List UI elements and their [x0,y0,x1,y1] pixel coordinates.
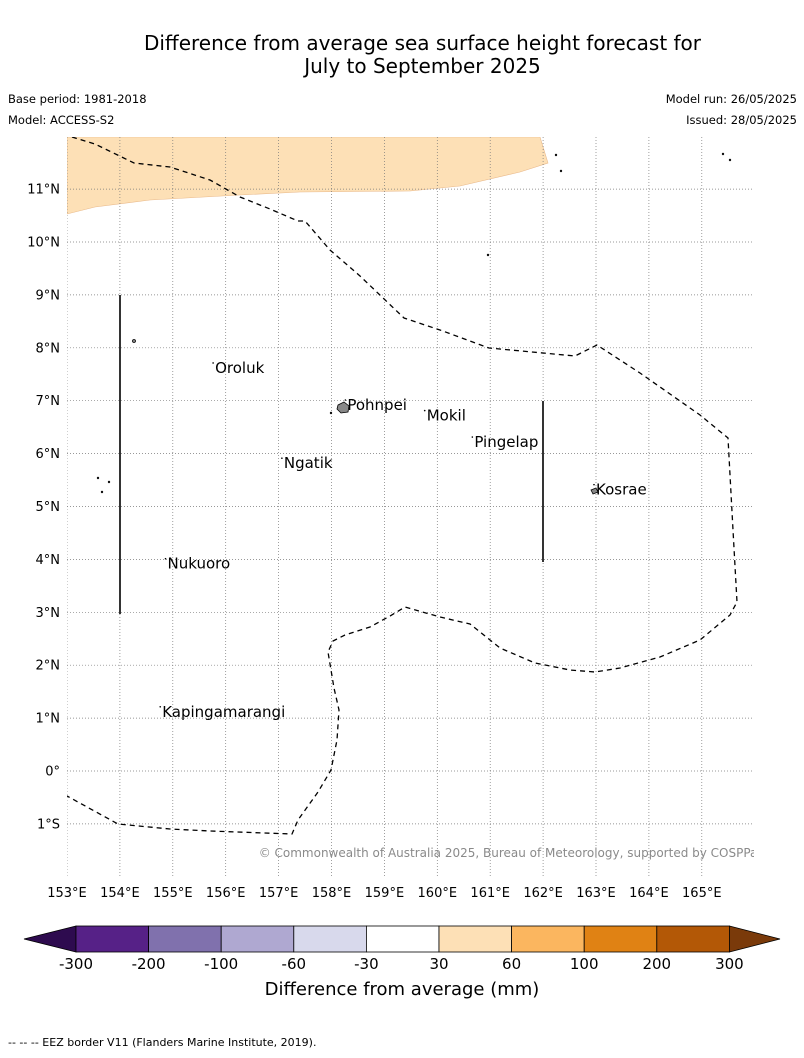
place-marker [344,399,347,401]
latitude-tick-label: 2°N [36,659,61,674]
longitude-tick-label: 158°E [312,886,352,901]
longitude-tick-label: 160°E [418,886,458,901]
colorbar-tick-label: -300 [59,955,93,973]
longitude-tick-label: 164°E [629,886,669,901]
map-title: Difference from average sea surface heig… [0,32,804,78]
colorbar-tick-label: 30 [429,955,448,973]
longitude-tick-label: 153°E [47,886,87,901]
island-marker [554,153,558,157]
island-marker [559,169,563,173]
latitude-tick-label: 7°N [36,394,61,409]
model-label: Model: ACCESS-S2 [8,113,115,127]
colorbar-segment [75,925,149,953]
islands [96,152,732,495]
colorbar-tick-label: 300 [715,955,744,973]
colorbar-segment [148,925,222,953]
latitude-tick-label: 5°N [36,500,61,515]
longitude-labels: 153°E 154°E 155°E 156°E 157°E 158°E 159°E 160°E… [47,886,721,901]
title-line-1: Difference from average sea surface heig… [143,31,702,55]
place-label-pohnpei: Pohnpei [347,396,407,414]
colorbar-segment [220,925,295,953]
place-marker [593,483,595,486]
place-label-kosrae: Kosrae [596,481,647,499]
longitude-tick-label: 165°E [682,886,722,901]
footer-note: -- -- -- EEZ border V11 (Flanders Marine… [8,1036,317,1049]
latitude-tick-label: 6°N [36,447,61,462]
longitude-tick-label: 157°E [259,886,299,901]
place-label-mokil: Mokil [427,407,466,425]
latitude-tick-label: 10°N [27,236,60,251]
colorbar-segment [511,925,585,953]
island-marker [132,339,136,343]
place-marker [164,557,167,560]
place-label-nukuoro: Nukuoro [168,555,231,573]
latitude-tick-label: 0° [45,765,60,780]
latitude-tick-label: 4°N [36,553,61,568]
longitude-tick-label: 156°E [206,886,246,901]
colorbar-label: Difference from average (mm) [265,979,540,1000]
place-label-kapingamarangi: Kapingamarangi [162,703,285,721]
eez-border [67,137,738,835]
colorbar-segment [365,925,440,953]
longitude-tick-label: 154°E [100,886,140,901]
place-marker [159,706,162,708]
copyright-notice: © Commonwealth of Australia 2025, Bureau… [259,846,764,860]
place-marker [212,362,214,364]
island-marker [96,476,100,480]
colorbar-tick-label: 200 [642,955,671,973]
base-period-label: Base period: 1981-2018 [8,92,147,106]
colorbar-segment [656,925,730,953]
colorbar-tick-label: -100 [204,955,238,973]
place-marker [471,436,474,438]
model-run-label: Model run: 26/05/2025 [665,92,797,106]
latitude-labels: 11°N 10°N 9°N 8°N 7°N 6°N 5°N 4°N 3°N 2°N 1°N 0° 1°S [27,183,60,833]
colorbar-tick-label: 100 [570,955,599,973]
place-marker [281,457,283,459]
island-marker [486,253,490,257]
island-marker [329,411,333,415]
title-line-2: July to September 2025 [304,54,541,78]
latitude-tick-label: 1°N [36,712,61,727]
colorbar-extend-high [729,925,781,953]
latitude-tick-label: 11°N [27,183,60,198]
longitude-tick-label: 159°E [365,886,405,901]
colorbar-tick-label: -200 [132,955,166,973]
colorbar-extend-low [23,925,77,953]
colorbar-segment [293,925,367,953]
latitude-tick-label: 9°N [36,288,61,303]
latitude-tick-label: 3°N [36,606,61,621]
colorbar-segment [583,925,658,953]
island-marker [107,480,111,484]
island-marker [721,152,725,156]
colorbar-tick-label: 60 [502,955,521,973]
anomaly-region [67,137,549,215]
place-label-ngatik: Ngatik [284,454,333,472]
colorbar-tick-label: -60 [282,955,307,973]
longitude-tick-label: 163°E [576,886,616,901]
place-labels: Oroluk Pohnpei Mokil Pingelap Ngatik Kosrae Nu… [159,359,647,721]
place-label-pingelap: Pingelap [474,433,538,451]
graticule [67,137,754,877]
pohnpei-island [336,401,350,414]
latitude-tick-label: 8°N [36,341,61,356]
longitude-tick-label: 161°E [470,886,510,901]
colorbar-tick-label: -30 [354,955,379,973]
issued-label: Issued: 28/05/2025 [686,113,797,127]
kosrae-island [590,487,599,495]
island-marker [728,158,732,162]
map-area: Oroluk Pohnpei Mokil Pingelap Ngatik Kosrae Nu… [67,137,764,877]
colorbar: -300 -200 -100 -60 -30 30 60 100 200 300 [23,925,781,973]
longitude-tick-label: 155°E [153,886,193,901]
place-marker [423,409,426,412]
latitude-tick-label: 1°S [37,817,60,832]
longitude-tick-label: 162°E [523,886,563,901]
island-marker [100,490,104,494]
place-label-oroluk: Oroluk [215,359,264,377]
colorbar-segment [438,925,512,953]
